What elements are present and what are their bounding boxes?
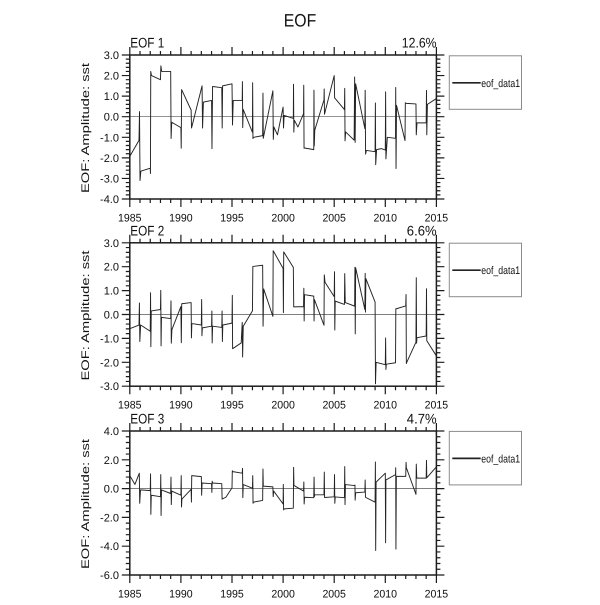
svg-text:2010: 2010 — [374, 589, 398, 601]
svg-text:EOF: Amplitude: sst: EOF: Amplitude: sst — [80, 439, 92, 569]
svg-text:-2.0: -2.0 — [100, 153, 119, 165]
svg-text:EOF 3: EOF 3 — [130, 411, 164, 427]
svg-text:-3.0: -3.0 — [100, 173, 119, 185]
svg-text:3.0: 3.0 — [104, 50, 119, 62]
svg-text:2000: 2000 — [271, 589, 295, 601]
svg-text:-3.0: -3.0 — [100, 381, 119, 393]
svg-text:-4.0: -4.0 — [100, 194, 119, 206]
svg-text:1985: 1985 — [118, 589, 142, 601]
svg-text:0.0: 0.0 — [104, 310, 119, 322]
svg-text:2005: 2005 — [322, 213, 346, 225]
svg-text:2000: 2000 — [271, 400, 295, 412]
svg-text:1990: 1990 — [169, 589, 193, 601]
svg-text:2015: 2015 — [425, 589, 449, 601]
svg-text:-2.0: -2.0 — [100, 512, 119, 524]
svg-text:EOF: Amplitude: sst: EOF: Amplitude: sst — [80, 63, 92, 193]
svg-text:3.0: 3.0 — [104, 238, 119, 250]
svg-text:2.0: 2.0 — [104, 262, 119, 274]
svg-text:EOF 2: EOF 2 — [130, 222, 164, 238]
svg-text:-2.0: -2.0 — [100, 357, 119, 369]
svg-text:1995: 1995 — [220, 589, 244, 601]
svg-text:1995: 1995 — [220, 400, 244, 412]
svg-text:2005: 2005 — [322, 589, 346, 601]
svg-text:-6.0: -6.0 — [100, 570, 119, 582]
svg-text:2.0: 2.0 — [104, 455, 119, 467]
svg-text:0.0: 0.0 — [104, 484, 119, 496]
svg-text:-1.0: -1.0 — [100, 132, 119, 144]
svg-text:eof_data1: eof_data1 — [481, 453, 520, 465]
svg-text:2015: 2015 — [425, 400, 449, 412]
svg-text:EOF: EOF — [284, 11, 317, 31]
svg-text:4.7%: 4.7% — [407, 411, 437, 427]
svg-text:6.6%: 6.6% — [407, 222, 437, 238]
svg-text:eof_data1: eof_data1 — [481, 265, 520, 277]
svg-text:4.0: 4.0 — [104, 426, 119, 438]
svg-text:1.0: 1.0 — [104, 286, 119, 298]
svg-text:12.6%: 12.6% — [402, 35, 437, 51]
svg-text:2015: 2015 — [425, 213, 449, 225]
svg-text:1995: 1995 — [220, 213, 244, 225]
svg-text:-4.0: -4.0 — [100, 541, 119, 553]
svg-text:EOF: Amplitude: sst: EOF: Amplitude: sst — [80, 251, 92, 381]
svg-text:2005: 2005 — [322, 400, 346, 412]
svg-text:2010: 2010 — [374, 213, 398, 225]
svg-text:EOF 1: EOF 1 — [130, 35, 164, 51]
svg-text:eof_data1: eof_data1 — [481, 78, 520, 90]
svg-text:-1.0: -1.0 — [100, 333, 119, 345]
svg-text:0.0: 0.0 — [104, 112, 119, 124]
svg-text:1990: 1990 — [169, 400, 193, 412]
svg-text:1985: 1985 — [118, 213, 142, 225]
svg-text:2.0: 2.0 — [104, 71, 119, 83]
svg-text:1990: 1990 — [169, 213, 193, 225]
svg-text:1985: 1985 — [118, 400, 142, 412]
svg-text:1.0: 1.0 — [104, 91, 119, 103]
svg-text:2000: 2000 — [271, 213, 295, 225]
svg-text:2010: 2010 — [374, 400, 398, 412]
